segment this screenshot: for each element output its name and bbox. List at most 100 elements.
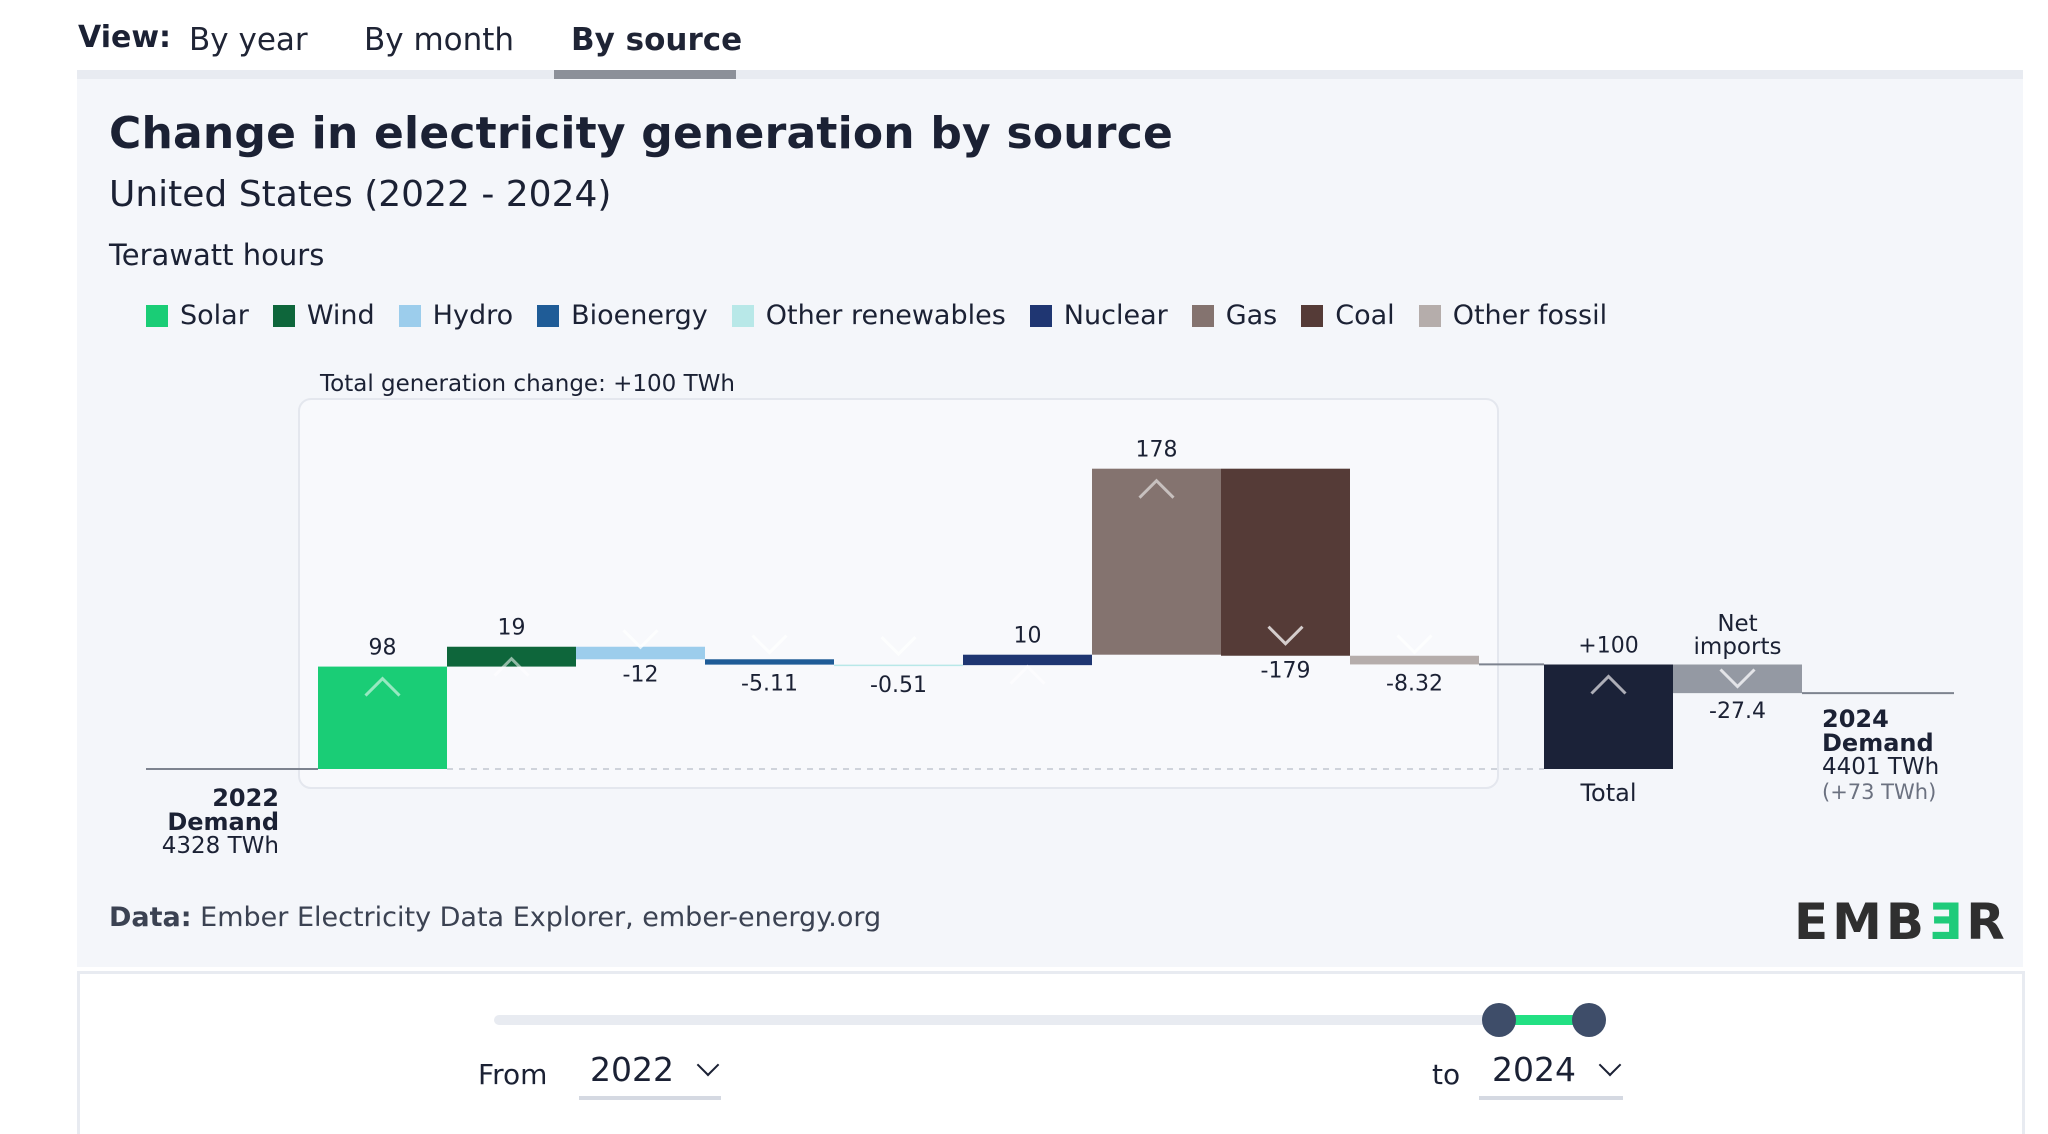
value-label: -5.11	[741, 672, 798, 697]
view-label: View:	[78, 20, 172, 55]
from-year-select[interactable]: 2022	[590, 1050, 720, 1089]
chart-subtitle: United States (2022 - 2024)	[109, 174, 612, 215]
legend-swatch	[398, 304, 421, 327]
legend-item-solar[interactable]: Solar	[146, 300, 249, 331]
legend-item-gas[interactable]: Gas	[1191, 300, 1278, 331]
legend-item-other-fossil[interactable]: Other fossil	[1418, 300, 1608, 331]
value-label: -179	[1261, 659, 1311, 684]
data-source: Data: Ember Electricity Data Explorer, e…	[109, 902, 881, 933]
value-label: -0.51	[870, 673, 927, 698]
legend-label: Gas	[1225, 300, 1278, 331]
arrow-down-icon	[622, 629, 659, 650]
legend-label: Other fossil	[1452, 300, 1608, 331]
controls-panel	[77, 971, 2025, 1134]
from-label: From	[478, 1058, 548, 1091]
legend-label: Hydro	[432, 300, 514, 331]
year-range-slider-fill	[1499, 1015, 1589, 1025]
legend-label: Other renewables	[765, 300, 1006, 331]
net-imports-label: imports	[1694, 634, 1782, 660]
value-label: 98	[369, 636, 397, 661]
start-demand-value: 4328 TWh	[162, 833, 279, 859]
end-demand-change: (+73 TWh)	[1822, 780, 1936, 804]
value-label: -8.32	[1386, 671, 1443, 696]
legend-label: Coal	[1335, 300, 1395, 331]
arrow-up-icon	[1138, 478, 1175, 499]
value-label: 10	[1014, 624, 1042, 649]
waterfall-chart: Total generation change: +100 TWh2022Dem…	[146, 371, 1954, 859]
legend-swatch	[146, 304, 168, 327]
bar-solar[interactable]	[318, 666, 447, 769]
to-year-select[interactable]: 2024	[1492, 1050, 1622, 1089]
arrow-down-icon	[751, 634, 788, 655]
legend-swatch	[1029, 304, 1052, 327]
legend-item-coal[interactable]: Coal	[1301, 300, 1395, 331]
start-demand-label: Demand	[167, 808, 279, 836]
active-tab-indicator	[554, 70, 736, 79]
end-demand-value: 4401 TWh	[1822, 754, 1939, 780]
tab-by-month[interactable]: By month	[364, 22, 515, 58]
legend-swatch	[1191, 304, 1214, 327]
arrow-down-icon	[1719, 668, 1756, 689]
bar-gas[interactable]	[1092, 468, 1221, 655]
tab-by-source[interactable]: By source	[571, 22, 743, 58]
bar-bioenergy[interactable]	[705, 659, 834, 665]
value-label: 178	[1136, 438, 1178, 463]
source-text: Ember Electricity Data Explorer, ember-e…	[191, 902, 882, 933]
end-year-label: 2024	[1822, 705, 1889, 733]
net-imports-value-label: -27.4	[1709, 699, 1766, 724]
arrow-up-icon	[364, 676, 401, 697]
tab-bar	[77, 70, 2023, 79]
ember-logo: EMBƎR	[1794, 893, 2009, 951]
to-year-value: 2024	[1492, 1050, 1576, 1089]
legend-swatch	[731, 304, 754, 327]
legend-label: Wind	[306, 300, 375, 331]
bar-hydro[interactable]	[576, 646, 705, 660]
bar-other-fossil[interactable]	[1350, 655, 1479, 665]
source-prefix: Data:	[109, 902, 192, 933]
to-label: to	[1432, 1058, 1461, 1091]
arrow-down-icon	[1267, 625, 1304, 646]
logo-accent-e: Ǝ	[1928, 893, 1967, 951]
arrow-up-icon	[1009, 664, 1046, 685]
from-year-value: 2022	[590, 1050, 674, 1089]
value-label: -12	[623, 662, 659, 687]
bar-other-renewables[interactable]	[834, 664, 963, 667]
legend: Solar Wind Hydro Bioenergy Other renewables N…	[146, 300, 1607, 331]
bar-nuclear[interactable]	[963, 654, 1092, 666]
legend-swatch	[537, 304, 560, 327]
total-label: Total	[1579, 779, 1636, 807]
group-label: Total generation change: +100 TWh	[319, 371, 735, 397]
bar-total[interactable]	[1544, 664, 1673, 770]
end-demand-label: Demand	[1822, 729, 1934, 757]
slider-handle-to[interactable]	[1572, 1003, 1606, 1037]
legend-swatch	[1418, 304, 1441, 327]
chevron-down-icon	[696, 1053, 720, 1077]
legend-item-bioenergy[interactable]: Bioenergy	[537, 300, 708, 331]
logo-text-1: EMB	[1794, 893, 1929, 951]
chevron-down-icon	[1598, 1053, 1622, 1077]
arrow-down-icon	[880, 636, 917, 657]
year-range-slider-track[interactable]	[494, 1015, 1594, 1025]
chart-title: Change in electricity generation by sour…	[109, 108, 1174, 159]
arrow-up-icon	[1590, 674, 1627, 695]
bar-net-imports[interactable]	[1673, 664, 1802, 694]
legend-swatch	[272, 304, 295, 327]
slider-handle-from[interactable]	[1482, 1003, 1516, 1037]
total-value-label: +100	[1578, 634, 1638, 659]
legend-item-hydro[interactable]: Hydro	[398, 300, 514, 331]
legend-label: Nuclear	[1063, 300, 1168, 331]
start-year-label: 2022	[212, 784, 279, 812]
legend-item-other-renewables[interactable]: Other renewables	[731, 300, 1006, 331]
bar-coal[interactable]	[1221, 468, 1350, 656]
net-imports-label: Net	[1717, 611, 1757, 637]
tab-by-year[interactable]: By year	[189, 22, 308, 58]
from-year-underline	[579, 1096, 721, 1100]
legend-item-wind[interactable]: Wind	[272, 300, 375, 331]
arrow-down-icon	[1396, 634, 1433, 655]
unit-label: Terawatt hours	[109, 238, 325, 272]
legend-item-nuclear[interactable]: Nuclear	[1029, 300, 1168, 331]
legend-swatch	[1301, 304, 1324, 327]
logo-text-2: R	[1966, 893, 2009, 951]
legend-label: Bioenergy	[571, 300, 708, 331]
to-year-underline	[1479, 1096, 1623, 1100]
